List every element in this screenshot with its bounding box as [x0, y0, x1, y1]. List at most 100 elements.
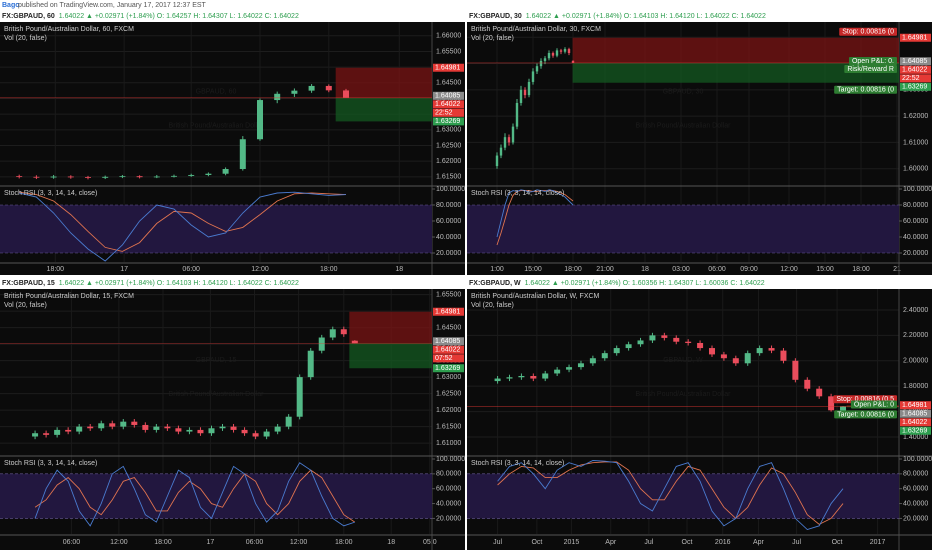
position-label-box	[834, 410, 897, 419]
price-tag-label: 1.64981	[435, 309, 460, 316]
price-tag	[433, 364, 464, 373]
x-tick-label: 06:00	[63, 539, 81, 546]
stoch-tick-label: 60.0000	[436, 486, 461, 493]
x-tick-label: 18:00	[335, 539, 353, 546]
candle-body	[589, 358, 596, 364]
quote: 1.64022 ▲ +0.02971 (+1.84%) O: 1.64103 H…	[526, 13, 766, 20]
price-tag	[900, 65, 931, 74]
candle-body	[76, 426, 83, 432]
candle-body	[171, 175, 177, 177]
stoch-tick-label: 60.0000	[903, 218, 928, 225]
y-tick-label: 2.20000	[903, 332, 928, 339]
candle-body	[511, 126, 515, 143]
candle-body	[197, 429, 204, 434]
candle-body	[515, 102, 519, 127]
candle-body	[661, 335, 668, 338]
indicator-label: Stoch RSI (3, 3, 14, 14, close)	[471, 460, 564, 467]
indicator-label: Stoch RSI (3, 3, 14, 14, close)	[471, 190, 564, 197]
candle-body	[153, 426, 160, 430]
candle-body	[65, 429, 72, 432]
volume-label: Vol (20, false)	[4, 302, 47, 309]
candle-body	[601, 353, 608, 359]
candle-body	[816, 388, 823, 397]
stoch-tick-label: 40.0000	[903, 500, 928, 507]
y-tick-label: 1.62000	[436, 407, 461, 414]
candle-body	[85, 177, 91, 178]
price-tag	[900, 418, 931, 427]
position-label-box	[848, 56, 897, 65]
candle-body	[708, 348, 715, 355]
price-tag-label: 1.63269	[902, 428, 927, 435]
price-tag-label: 1.64981	[902, 402, 927, 409]
position-label: Target: 0.00816 (0	[837, 411, 894, 418]
price-tag-label: 1.64085	[902, 58, 927, 65]
x-tick-label: 18	[395, 266, 403, 273]
x-tick-label: Jul	[644, 539, 653, 546]
stoch-line	[497, 461, 844, 525]
position-label: Risk/Reward R	[847, 66, 894, 73]
series-name: British Pound/Australian Dollar, W, FXCM	[471, 293, 600, 300]
stoch-line	[496, 190, 574, 246]
candle-body	[625, 344, 632, 349]
price-tag-label: 1.64022	[435, 347, 460, 354]
candle-body	[780, 350, 787, 361]
position-label: Open P&L: 0.	[852, 58, 894, 65]
candle-body	[343, 90, 349, 98]
symbol: FX:GBPAUD, 15	[2, 280, 55, 287]
countdown: 07:52	[435, 355, 453, 362]
candle-body	[33, 176, 40, 178]
candle-body	[507, 137, 511, 143]
position-label: Stop: 0.00816 (0.5	[836, 396, 894, 403]
y-tick-label: 1.62000	[436, 158, 461, 165]
y-tick-label: 2.00000	[903, 358, 928, 365]
stoch-tick-label: 80.0000	[436, 202, 461, 209]
y-tick-label: 1.61000	[436, 440, 461, 447]
watermark: GBPAUD, 60	[196, 88, 237, 95]
candle-body	[98, 423, 105, 429]
y-tick-label: 1.80000	[903, 383, 928, 390]
price-tag-label: 1.63269	[435, 118, 460, 125]
stop-zone	[572, 37, 899, 63]
x-tick-label: 06:00	[708, 266, 726, 273]
stoch-tick-label: 60.0000	[903, 486, 928, 493]
candle-body	[325, 85, 332, 91]
candle-body	[840, 406, 847, 412]
price-tag	[433, 117, 464, 126]
x-tick-label: 1:00	[490, 266, 504, 273]
candle-body	[188, 174, 195, 176]
countdown-tag	[433, 354, 464, 363]
candle-body	[329, 329, 336, 338]
candle-body	[208, 428, 215, 434]
candle-body	[318, 337, 325, 351]
y-tick-label: 1.63000	[436, 127, 461, 134]
candle-body	[519, 89, 523, 103]
series-name: British Pound/Australian Dollar, 30, FXC…	[471, 26, 601, 33]
stoch-tick-label: 40.0000	[903, 234, 928, 241]
x-tick-label: 03:00	[672, 266, 690, 273]
candle-body	[551, 53, 555, 56]
candle-body	[503, 137, 507, 148]
y-tick-label: 1.62000	[903, 113, 928, 120]
candle-body	[828, 396, 835, 411]
x-tick-label: Oct	[682, 539, 693, 546]
countdown: 22:52	[902, 75, 920, 82]
price-tag-label: 1.64981	[435, 65, 460, 72]
x-tick-label: 12:00	[251, 266, 269, 273]
y-tick-label: 1.62500	[436, 142, 461, 149]
stoch-tick-label: 40.0000	[436, 500, 461, 507]
watermark-sub: British Pound/Australian Dollar	[169, 391, 265, 398]
candle-body	[523, 89, 527, 96]
x-tick-label: Oct	[531, 539, 542, 546]
candle-body	[531, 71, 535, 82]
volume-label: Vol (20, false)	[471, 35, 514, 42]
candle-body	[555, 50, 559, 56]
candle-body	[16, 176, 23, 178]
watermark: GBPAUD, 30	[663, 88, 704, 95]
candle-body	[543, 58, 547, 61]
stoch-line	[497, 460, 844, 531]
candle-body	[186, 429, 193, 432]
volume-label: Vol (20, false)	[471, 302, 514, 309]
candle-body	[131, 421, 138, 425]
x-tick-label: 18	[387, 539, 395, 546]
